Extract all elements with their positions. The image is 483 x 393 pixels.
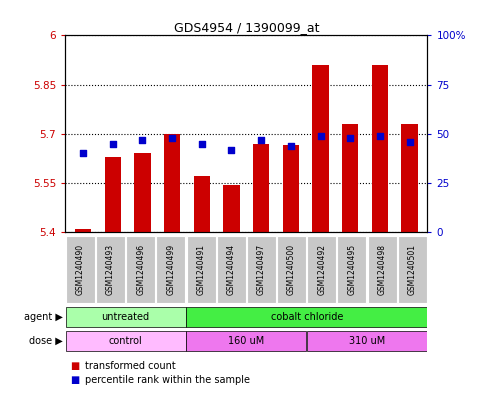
Point <box>376 132 384 139</box>
Bar <box>313 65 329 232</box>
Bar <box>283 145 299 232</box>
Text: GSM1240490: GSM1240490 <box>76 244 85 295</box>
Text: GSM1240501: GSM1240501 <box>408 244 417 295</box>
Text: GSM1240497: GSM1240497 <box>257 244 266 295</box>
Title: GDS4954 / 1390099_at: GDS4954 / 1390099_at <box>173 21 319 34</box>
Bar <box>164 134 180 232</box>
Point <box>79 151 87 157</box>
Point <box>227 147 235 153</box>
Bar <box>307 331 427 351</box>
Text: ■: ■ <box>70 375 79 385</box>
Bar <box>247 235 276 303</box>
Bar <box>186 307 427 327</box>
Text: GSM1240494: GSM1240494 <box>227 244 236 295</box>
Bar <box>401 124 418 232</box>
Bar <box>372 65 388 232</box>
Text: GSM1240495: GSM1240495 <box>347 244 356 295</box>
Bar <box>186 235 215 303</box>
Point <box>287 142 295 149</box>
Point <box>406 138 413 145</box>
Text: GSM1240491: GSM1240491 <box>197 244 206 295</box>
Bar <box>186 331 306 351</box>
Bar <box>66 235 95 303</box>
Bar <box>398 235 427 303</box>
Bar <box>104 157 121 232</box>
Text: percentile rank within the sample: percentile rank within the sample <box>85 375 250 385</box>
Text: GSM1240493: GSM1240493 <box>106 244 115 295</box>
Text: 310 uM: 310 uM <box>349 336 385 346</box>
Bar <box>307 235 336 303</box>
Text: control: control <box>109 336 142 346</box>
Text: GSM1240500: GSM1240500 <box>287 244 296 295</box>
Text: GSM1240496: GSM1240496 <box>136 244 145 295</box>
Bar <box>194 176 210 232</box>
Bar <box>223 185 240 232</box>
Bar <box>134 154 151 232</box>
Bar <box>368 235 397 303</box>
Bar <box>277 235 306 303</box>
Text: untreated: untreated <box>101 312 150 322</box>
Bar <box>338 235 367 303</box>
Text: ■: ■ <box>70 361 79 371</box>
Point <box>346 134 354 141</box>
Bar <box>66 307 185 327</box>
Point <box>109 140 116 147</box>
Text: 160 uM: 160 uM <box>228 336 265 346</box>
Bar <box>217 235 246 303</box>
Point <box>317 132 325 139</box>
Bar <box>342 124 358 232</box>
Text: agent ▶: agent ▶ <box>24 312 63 322</box>
Text: GSM1240498: GSM1240498 <box>378 244 387 295</box>
Point <box>257 136 265 143</box>
Point <box>198 140 206 147</box>
Bar <box>156 235 185 303</box>
Text: dose ▶: dose ▶ <box>29 336 63 346</box>
Bar <box>126 235 155 303</box>
Bar <box>66 331 185 351</box>
Bar <box>75 229 91 232</box>
Bar <box>253 143 270 232</box>
Point <box>139 136 146 143</box>
Bar <box>96 235 125 303</box>
Text: transformed count: transformed count <box>85 361 175 371</box>
Point <box>168 134 176 141</box>
Text: GSM1240499: GSM1240499 <box>166 244 175 295</box>
Text: cobalt chloride: cobalt chloride <box>270 312 343 322</box>
Text: GSM1240492: GSM1240492 <box>317 244 327 295</box>
